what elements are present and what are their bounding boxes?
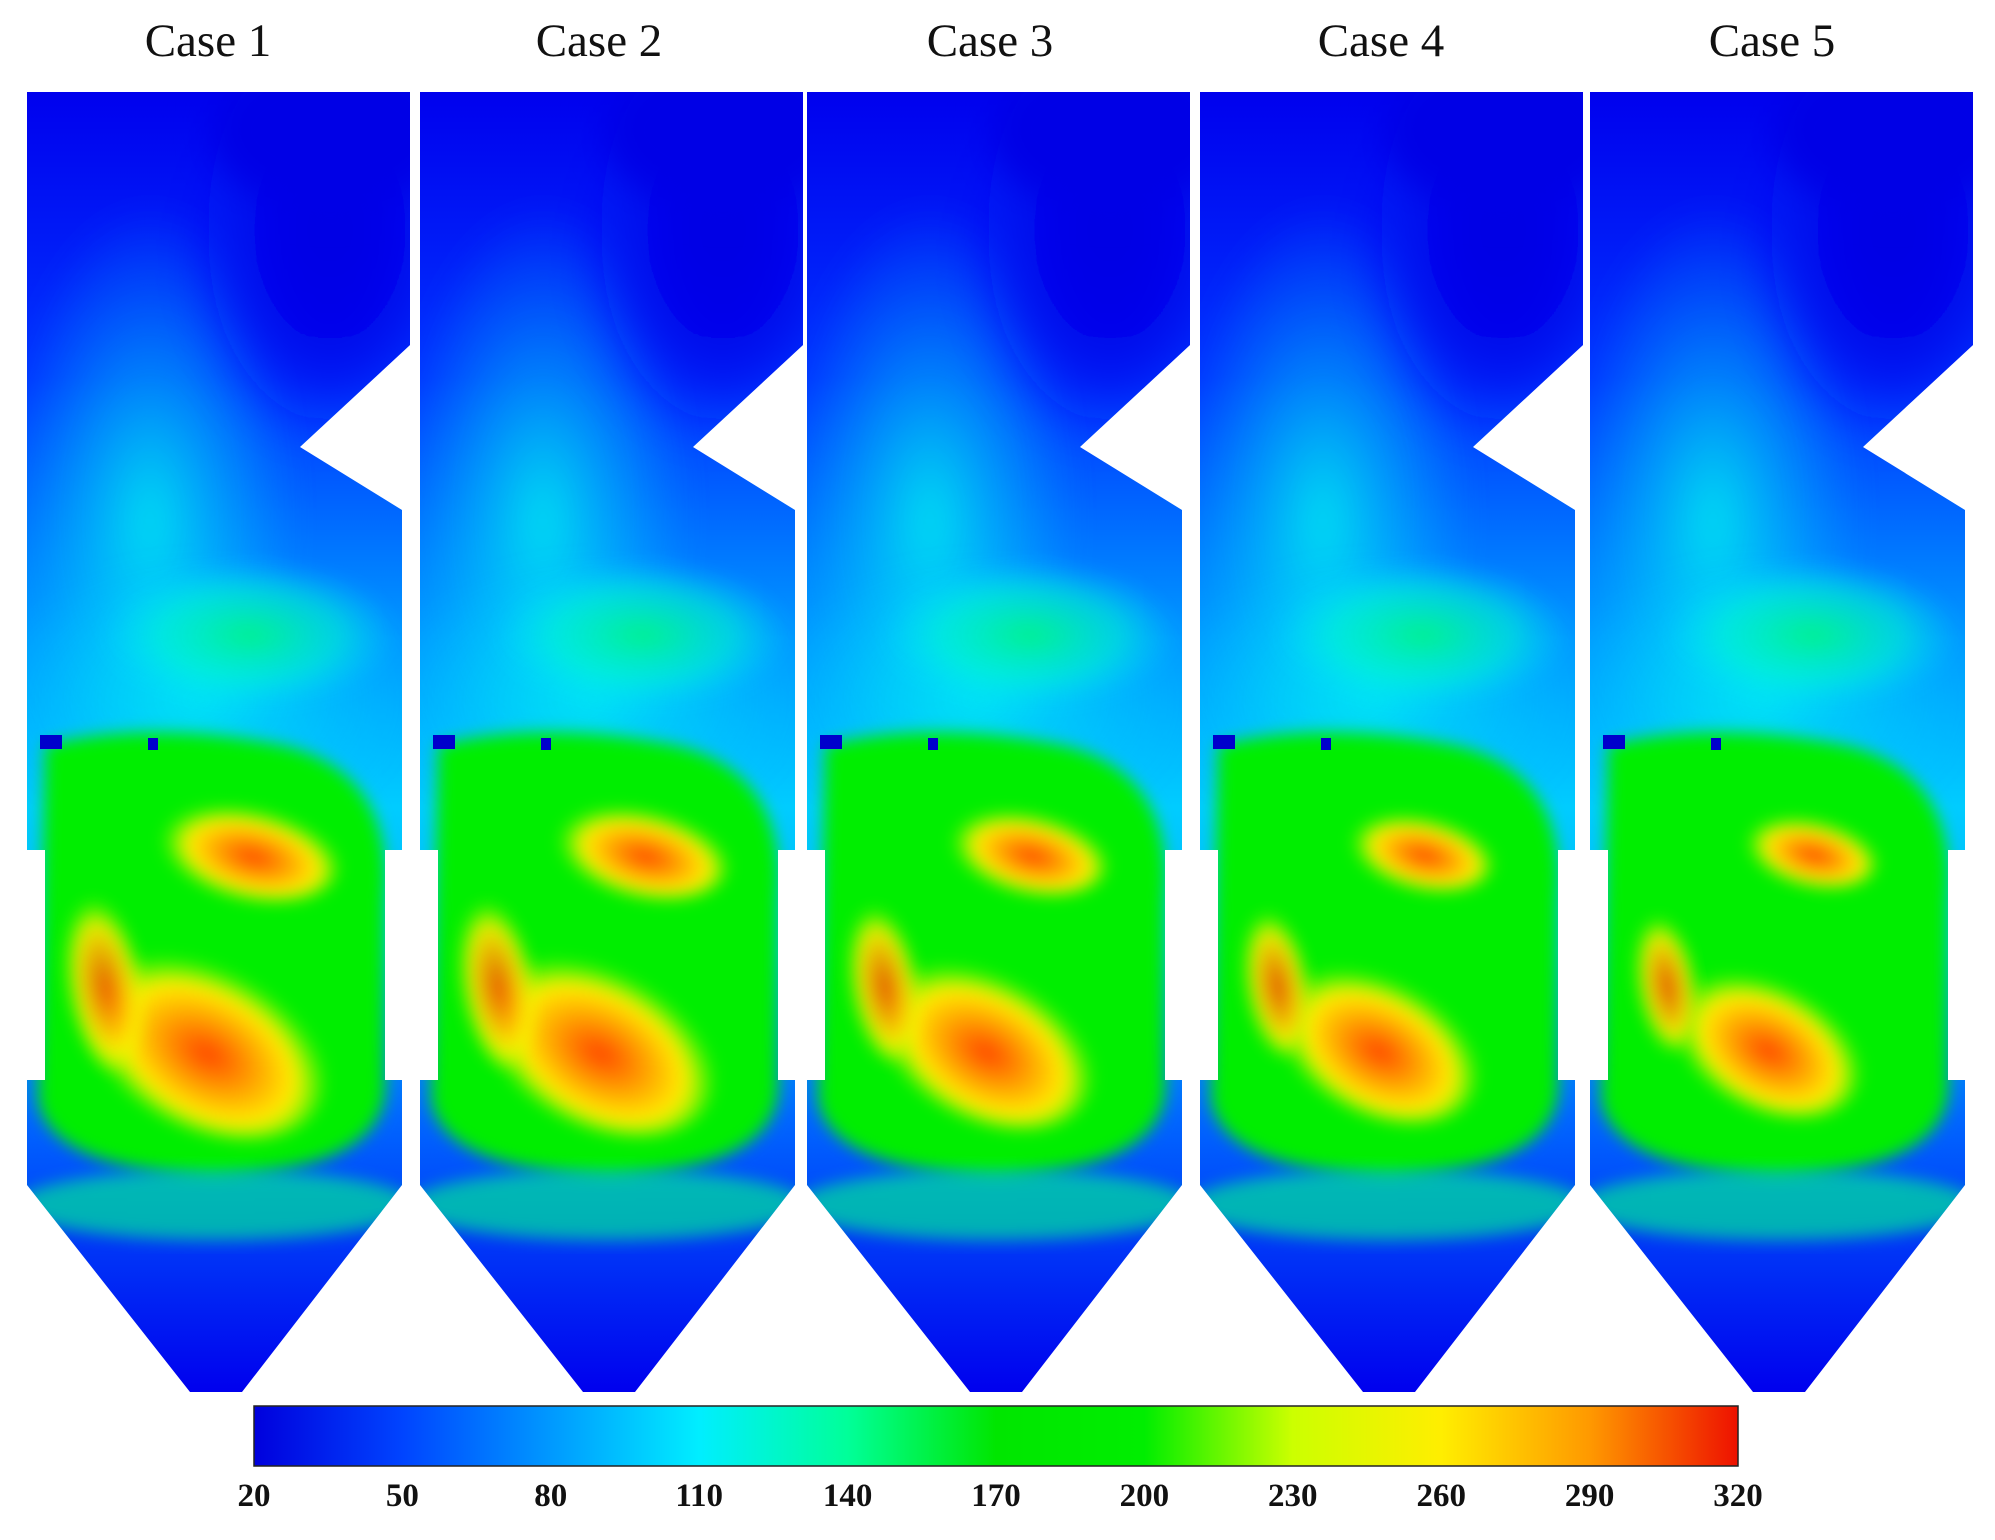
colorbar-tick-label: 200 [1119, 1478, 1170, 1514]
colorbar-tick-label: 290 [1564, 1478, 1615, 1514]
colorbar-tick-label: 230 [1268, 1478, 1318, 1514]
case-title-4: Case 4 [1317, 15, 1445, 67]
case-title-1: Case 1 [144, 15, 272, 67]
furnace-panel-5 [1590, 92, 1973, 1392]
colorbar-tick-label: 140 [822, 1478, 873, 1514]
case-title-2: Case 2 [535, 15, 663, 67]
case-title-3: Case 3 [926, 15, 1054, 67]
colorbar-tick-label: 110 [675, 1478, 724, 1514]
furnace-panel-3 [807, 92, 1190, 1392]
case-title-5: Case 5 [1708, 15, 1836, 67]
furnace-panel-2 [420, 92, 803, 1392]
colorbar [253, 1405, 1739, 1467]
furnace-panel-4 [1200, 92, 1583, 1392]
colorbar-tick-label: 20 [237, 1478, 271, 1514]
colorbar-tick-label: 80 [534, 1478, 568, 1514]
colorbar-tick-label: 50 [385, 1478, 419, 1514]
furnace-panel-1 [27, 92, 410, 1392]
colorbar-tick-label: 260 [1416, 1478, 1466, 1514]
colorbar-tick-label: 320 [1713, 1478, 1763, 1514]
colorbar-tick-label: 170 [971, 1478, 1021, 1514]
